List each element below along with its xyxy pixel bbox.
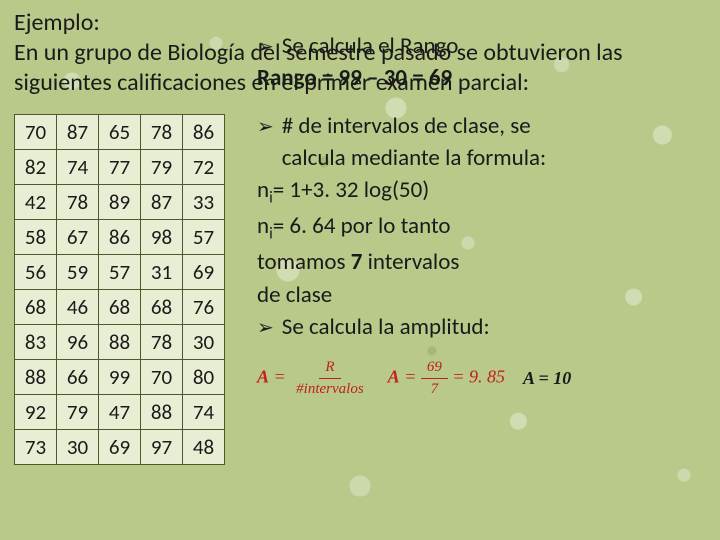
rango-eq: Rango = 99 – 30 = 69	[257, 64, 452, 92]
explanation: ➢ Se calcula el Rango Rango = 99 – 30 = …	[225, 110, 706, 465]
table-cell: 70	[15, 115, 57, 150]
ni-line-1: ni= 1+3. 32 log(50)	[257, 174, 706, 210]
table-cell: 89	[99, 185, 141, 220]
final-A: A = 10	[523, 366, 571, 391]
bullet-arrow-icon: ➢	[257, 33, 274, 61]
table-cell: 66	[57, 360, 99, 395]
table-cell: 78	[141, 115, 183, 150]
bullet-1: Se calcula el Rango	[282, 30, 459, 62]
bullet-3: Se calcula la amplitud:	[282, 311, 490, 343]
table-cell: 88	[15, 360, 57, 395]
table-cell: 69	[183, 255, 225, 290]
table-cell: 30	[57, 430, 99, 465]
table-cell: 68	[15, 290, 57, 325]
table-cell: 31	[141, 255, 183, 290]
table-cell: 69	[99, 430, 141, 465]
table-cell: 76	[183, 290, 225, 325]
table-cell: 48	[183, 430, 225, 465]
table-cell: 33	[183, 185, 225, 220]
table-cell: 77	[99, 150, 141, 185]
table-cell: 98	[141, 220, 183, 255]
table-cell: 56	[15, 255, 57, 290]
bullet-2b: calcula mediante la formula:	[282, 142, 546, 174]
table-cell: 80	[183, 360, 225, 395]
table-cell: 79	[141, 150, 183, 185]
table-cell: 92	[15, 395, 57, 430]
table-cell: 99	[99, 360, 141, 395]
table-cell: 70	[141, 360, 183, 395]
table-cell: 68	[99, 290, 141, 325]
data-table: 7087657886827477797242788987335867869857…	[14, 114, 225, 465]
table-cell: 58	[15, 220, 57, 255]
table-cell: 78	[141, 325, 183, 360]
table-cell: 68	[141, 290, 183, 325]
table-cell: 72	[183, 150, 225, 185]
table-cell: 59	[57, 255, 99, 290]
table-cell: 87	[141, 185, 183, 220]
table-cell: 57	[183, 220, 225, 255]
table-cell: 57	[99, 255, 141, 290]
table-cell: 87	[57, 115, 99, 150]
table-cell: 46	[57, 290, 99, 325]
table-cell: 88	[141, 395, 183, 430]
de-clase: de clase	[257, 279, 706, 311]
table-cell: 30	[183, 325, 225, 360]
table-cell: 47	[99, 395, 141, 430]
ni-line-2: ni= 6. 64 por lo tanto	[257, 210, 706, 246]
table-cell: 42	[15, 185, 57, 220]
bullet-2a: # de intervalos de clase, se	[282, 110, 546, 142]
table-cell: 73	[15, 430, 57, 465]
table-cell: 74	[57, 150, 99, 185]
tomamos-line: tomamos 7 intervalos	[257, 246, 706, 278]
table-cell: 82	[15, 150, 57, 185]
table-cell: 96	[57, 325, 99, 360]
table-cell: 65	[99, 115, 141, 150]
table-cell: 88	[99, 325, 141, 360]
bullet-arrow-icon: ➢	[257, 314, 274, 342]
table-cell: 83	[15, 325, 57, 360]
table-cell: 97	[141, 430, 183, 465]
bullet-arrow-icon: ➢	[257, 113, 274, 141]
table-cell: 86	[183, 115, 225, 150]
table-cell: 74	[183, 395, 225, 430]
table-cell: 78	[57, 185, 99, 220]
table-cell: 67	[57, 220, 99, 255]
amplitude-formula: A = R #intervalos A = 69 7 = 9. 85	[257, 357, 706, 400]
table-cell: 79	[57, 395, 99, 430]
table-cell: 86	[99, 220, 141, 255]
data-table-wrap: 7087657886827477797242788987335867869857…	[14, 110, 225, 465]
